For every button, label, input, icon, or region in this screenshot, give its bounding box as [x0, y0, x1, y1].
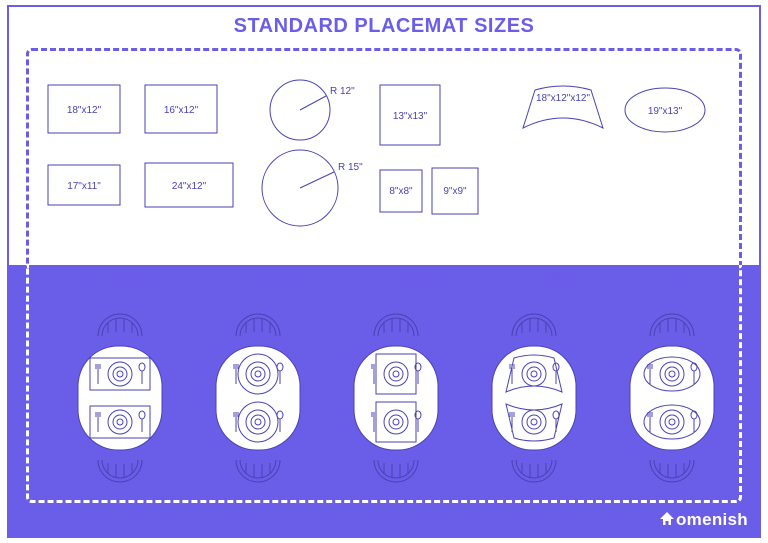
rect-24x12: 24"x12"	[145, 163, 233, 207]
svg-text:R 15": R 15"	[338, 162, 363, 173]
brand-logo: omenish	[658, 510, 748, 531]
table-oval	[630, 314, 714, 482]
svg-text:24"x12": 24"x12"	[172, 181, 207, 192]
oval-shape: 19"x13"	[625, 88, 705, 132]
svg-text:16"x12": 16"x12"	[164, 105, 199, 116]
svg-text:18"x12"x12": 18"x12"x12"	[536, 93, 590, 104]
rect-18x12: 18"x12"	[48, 85, 120, 133]
round-r15: R 15"	[262, 150, 363, 226]
table-wedge	[492, 314, 576, 482]
svg-text:13"x13": 13"x13"	[393, 111, 428, 122]
square-9: 9"x9"	[432, 168, 478, 214]
svg-text:19"x13": 19"x13"	[648, 106, 683, 117]
house-icon	[658, 510, 676, 531]
wedge-shape: 18"x12"x12"	[523, 86, 603, 128]
round-r12: R 12"	[270, 80, 355, 140]
svg-text:8"x8": 8"x8"	[389, 186, 413, 197]
svg-text:9"x9": 9"x9"	[443, 186, 467, 197]
table-round	[216, 314, 300, 482]
rect-17x11: 17"x11"	[48, 165, 120, 205]
brand-text: omenish	[676, 510, 748, 529]
shapes-svg: 18"x12" 16"x12" 17"x11" 24"x12" R 12" R …	[0, 0, 768, 543]
square-8: 8"x8"	[380, 170, 422, 212]
square-13: 13"x13"	[380, 85, 440, 145]
svg-text:R 12": R 12"	[330, 86, 355, 97]
table-square	[354, 314, 438, 482]
svg-text:17"x11": 17"x11"	[67, 181, 101, 192]
table-rectangular	[78, 314, 162, 482]
rect-16x12: 16"x12"	[145, 85, 217, 133]
svg-text:18"x12": 18"x12"	[67, 105, 102, 116]
diagram-canvas: STANDARD PLACEMAT SIZES RECTANGULAR ROUN…	[0, 0, 768, 543]
